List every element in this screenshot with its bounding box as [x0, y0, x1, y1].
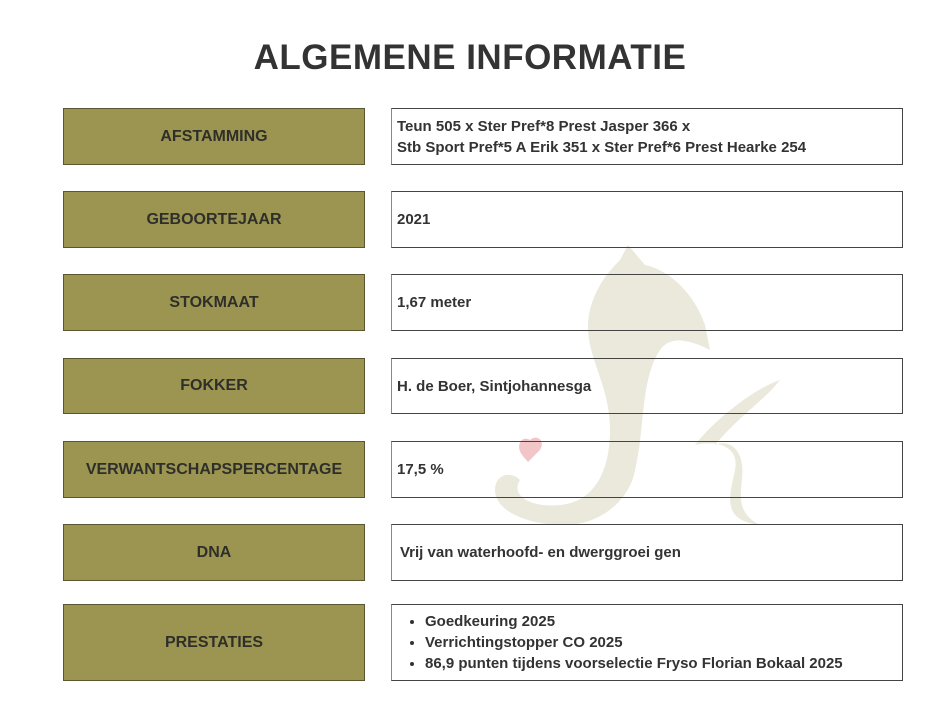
prestaties-list: Goedkeuring 2025 Verrichtingstopper CO 2…	[397, 611, 902, 674]
row-dna: DNA Vrij van waterhoofd- en dwerggroei g…	[63, 524, 903, 581]
row-fokker: FOKKER H. de Boer, Sintjohannesga	[63, 358, 903, 414]
label-verwantschap: VERWANTSCHAPSPERCENTAGE	[63, 441, 365, 498]
value-line: 17,5 %	[397, 461, 444, 478]
row-prestaties: PRESTATIES Goedkeuring 2025 Verrichtings…	[63, 604, 903, 681]
label-geboortejaar: GEBOORTEJAAR	[63, 191, 365, 248]
value-geboortejaar: 2021	[391, 191, 903, 248]
value-line: Teun 505 x Ster Pref*8 Prest Jasper 366 …	[397, 117, 691, 135]
list-item: Verrichtingstopper CO 2025	[425, 632, 902, 653]
value-afstamming: Teun 505 x Ster Pref*8 Prest Jasper 366 …	[391, 108, 903, 165]
value-line: Stb Sport Pref*5 A Erik 351 x Ster Pref*…	[397, 138, 807, 156]
list-item: 86,9 punten tijdens voorselectie Fryso F…	[425, 653, 902, 674]
value-line: 1,67 meter	[397, 294, 472, 311]
value-line: Vrij van waterhoofd- en dwerggroei gen	[400, 544, 681, 561]
page-title: ALGEMENE INFORMATIE	[253, 38, 687, 77]
label-afstamming: AFSTAMMING	[63, 108, 365, 165]
row-afstamming: AFSTAMMING Teun 505 x Ster Pref*8 Prest …	[63, 108, 903, 165]
value-line: 2021	[397, 211, 431, 228]
value-verwantschap: 17,5 %	[391, 441, 903, 498]
value-prestaties: Goedkeuring 2025 Verrichtingstopper CO 2…	[391, 604, 903, 681]
horse-logo-watermark	[495, 245, 780, 525]
label-dna: DNA	[63, 524, 365, 581]
value-line: H. de Boer, Sintjohannesga	[397, 377, 592, 395]
row-stokmaat: STOKMAAT 1,67 meter	[63, 274, 903, 331]
label-prestaties: PRESTATIES	[63, 604, 365, 681]
label-stokmaat: STOKMAAT	[63, 274, 365, 331]
value-fokker: H. de Boer, Sintjohannesga	[391, 358, 903, 414]
row-geboortejaar: GEBOORTEJAAR 2021	[63, 191, 903, 248]
value-stokmaat: 1,67 meter	[391, 274, 903, 331]
value-dna: Vrij van waterhoofd- en dwerggroei gen	[391, 524, 903, 581]
label-fokker: FOKKER	[63, 358, 365, 414]
list-item: Goedkeuring 2025	[425, 611, 902, 632]
row-verwantschap: VERWANTSCHAPSPERCENTAGE 17,5 %	[63, 441, 903, 498]
